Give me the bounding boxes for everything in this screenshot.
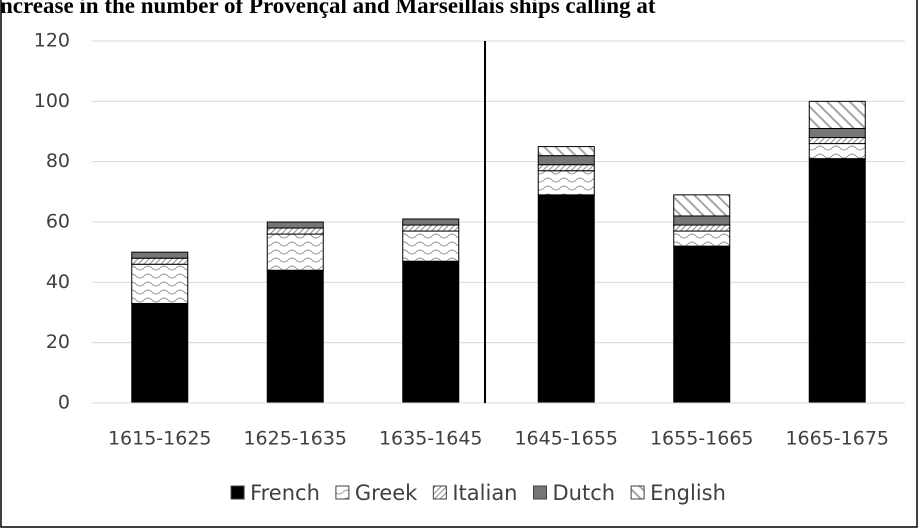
legend-label: French	[250, 481, 320, 505]
bar-segment	[537, 146, 595, 157]
x-tick-label: 1635-1645	[379, 428, 483, 450]
x-tick-label: 1665-1675	[785, 428, 889, 450]
legend-label: Greek	[355, 481, 418, 505]
bar-segment	[266, 269, 324, 404]
y-tick-label: 80	[46, 150, 70, 172]
legend-label: Italian	[452, 481, 517, 505]
bar-segment	[673, 224, 731, 232]
legend-swatch	[230, 485, 245, 500]
bar-segment	[537, 194, 595, 404]
bar-segment	[131, 302, 189, 404]
bar-segment	[266, 227, 324, 235]
bar-segment	[131, 251, 189, 259]
chart-title: ncrease in the number of Provençal and M…	[0, 0, 656, 18]
x-tick-label: 1645-1655	[514, 428, 618, 450]
legend-label: English	[650, 481, 726, 505]
bar-segment	[131, 263, 189, 304]
legend-swatch	[335, 485, 350, 500]
bar-segment	[131, 257, 189, 265]
bar-segment	[266, 221, 324, 229]
bar-segment	[673, 215, 731, 226]
bar-segment	[402, 230, 460, 262]
x-tick-label: 1625-1635	[243, 428, 347, 450]
legend-swatch	[630, 485, 645, 500]
bar-segment	[808, 143, 866, 160]
bar-segment	[808, 127, 866, 139]
legend-label: Dutch	[553, 481, 616, 505]
y-tick-label: 120	[34, 30, 70, 52]
y-tick-label: 100	[34, 90, 70, 112]
y-tick-label: 0	[58, 392, 70, 414]
bar-segment	[808, 158, 866, 404]
y-tick-label: 40	[46, 271, 70, 293]
y-tick-label: 60	[46, 211, 70, 233]
bar-segment	[537, 155, 595, 166]
legend-swatch	[533, 485, 548, 500]
bar-segment	[402, 218, 460, 226]
bar-segment	[402, 260, 460, 404]
y-tick-label: 20	[46, 331, 70, 353]
bar-segment	[673, 230, 731, 247]
bar-segment	[808, 137, 866, 145]
bar-segment	[537, 164, 595, 172]
bar-segment	[402, 224, 460, 232]
x-tick-label: 1655-1665	[650, 428, 754, 450]
bar-segment	[266, 233, 324, 271]
legend-swatch	[432, 485, 447, 500]
legend: French Greek Italian Dutch English	[230, 481, 726, 505]
bar-segment	[537, 170, 595, 196]
bar-segment	[673, 245, 731, 404]
bar-segment	[673, 194, 731, 217]
x-tick-label: 1615-1625	[108, 428, 212, 450]
bar-segment	[808, 100, 866, 129]
